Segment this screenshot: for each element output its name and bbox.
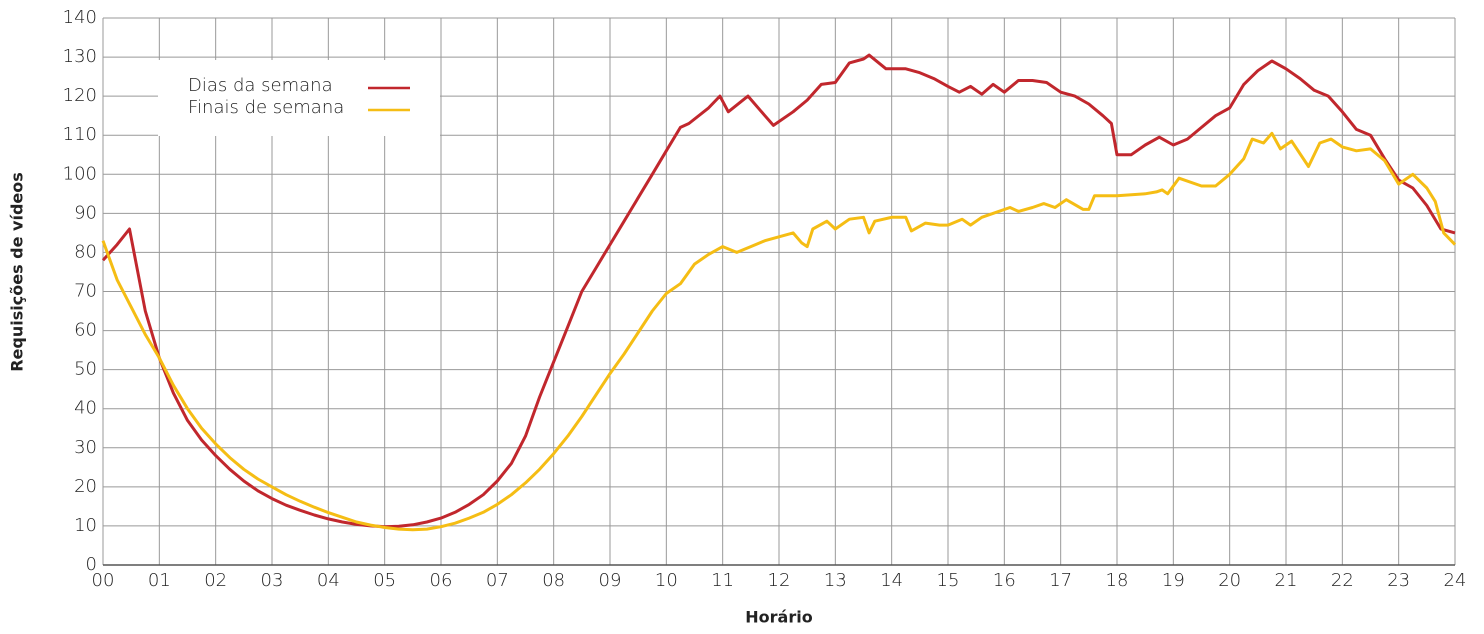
series-line <box>101 131 1457 532</box>
y-tick-label: 130 <box>63 46 97 67</box>
y-tick-label: 30 <box>74 437 97 458</box>
series-line <box>101 53 1456 529</box>
y-tick-label: 80 <box>74 241 97 262</box>
x-tick-label: 14 <box>880 570 903 591</box>
x-tick-label: 11 <box>711 570 734 591</box>
y-tick-label: 90 <box>74 202 97 223</box>
y-tick-label: 60 <box>74 320 97 341</box>
x-tick-label: 18 <box>1106 570 1129 591</box>
x-tick-label: 19 <box>1162 570 1185 591</box>
x-tick-label: 22 <box>1331 570 1354 591</box>
legend-label: Finais de semana <box>188 97 344 118</box>
x-tick-label: 20 <box>1218 570 1241 591</box>
y-tick-label: 70 <box>74 281 97 302</box>
legend-label: Dias da semana <box>188 75 333 96</box>
x-tick-label: 23 <box>1387 570 1410 591</box>
x-tick-label: 10 <box>655 570 678 591</box>
x-tick-label: 24 <box>1444 570 1467 591</box>
x-tick-label: 00 <box>92 570 115 591</box>
y-tick-label: 10 <box>74 515 97 536</box>
y-tick-label: 100 <box>63 163 97 184</box>
y-tick-label: 20 <box>74 476 97 497</box>
y-tick-label: 140 <box>63 7 97 28</box>
x-tick-label: 04 <box>317 570 340 591</box>
y-tick-label: 110 <box>63 124 97 145</box>
x-tick-label: 07 <box>486 570 509 591</box>
x-tick-label: 15 <box>937 570 960 591</box>
y-axis-label: Requisições de vídeos <box>8 172 27 372</box>
x-tick-label: 17 <box>1049 570 1072 591</box>
y-tick-label: 40 <box>74 398 97 419</box>
y-tick-label: 50 <box>74 359 97 380</box>
x-tick-label: 12 <box>768 570 791 591</box>
x-tick-label: 21 <box>1275 570 1298 591</box>
x-axis-label: Horário <box>745 608 812 627</box>
y-tick-label: 0 <box>86 554 97 575</box>
x-tick-label: 06 <box>430 570 453 591</box>
x-tick-label: 05 <box>373 570 396 591</box>
x-tick-label: 02 <box>204 570 227 591</box>
x-tick-label: 09 <box>599 570 622 591</box>
x-tick-label: 13 <box>824 570 847 591</box>
y-tick-label: 120 <box>63 85 97 106</box>
legend-box <box>158 60 440 136</box>
x-tick-label: 03 <box>261 570 284 591</box>
x-tick-label: 16 <box>993 570 1016 591</box>
x-tick-label: 08 <box>542 570 565 591</box>
x-tick-label: 01 <box>148 570 171 591</box>
